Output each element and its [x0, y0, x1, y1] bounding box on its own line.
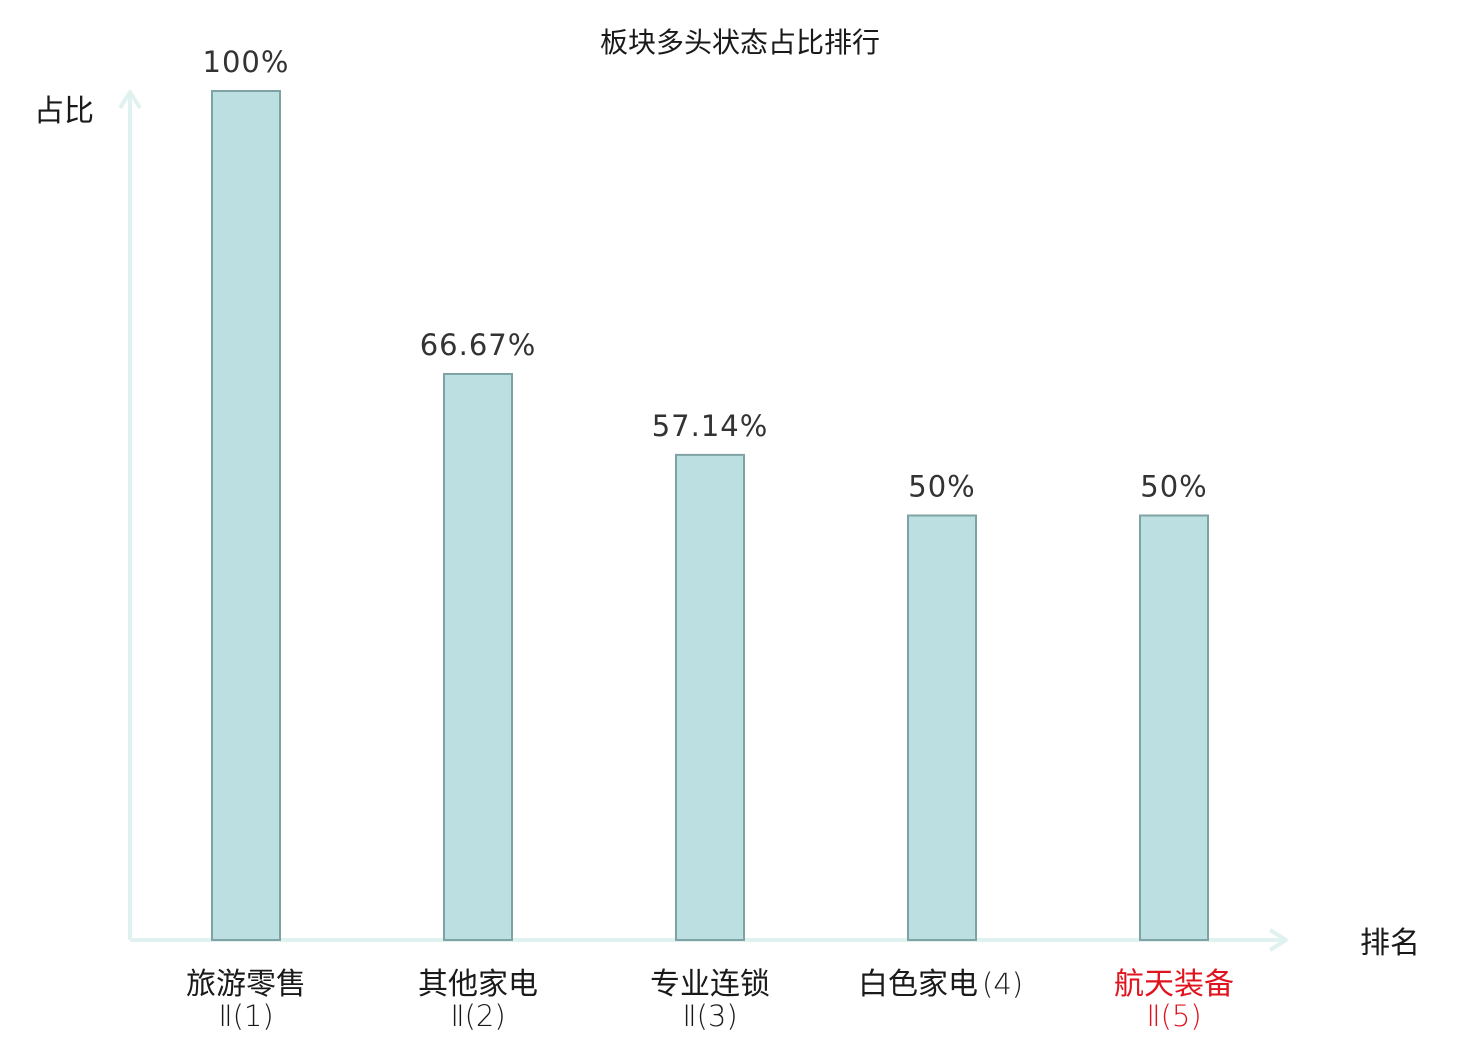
- value-label-1: 100%: [203, 45, 290, 79]
- bar-5: [1139, 514, 1209, 941]
- bar-4: [907, 514, 977, 941]
- category-label-5: 航天装备: [1114, 967, 1234, 1002]
- value-label-2: 66.67%: [420, 328, 537, 362]
- bars-group: [211, 90, 1209, 942]
- category-sublabel-2: Ⅱ(2): [450, 999, 505, 1033]
- category-sublabel-5: Ⅱ(5): [1146, 999, 1201, 1033]
- value-label-5: 50%: [1140, 470, 1207, 504]
- value-label-3: 57.14%: [652, 409, 769, 443]
- x-axis-arrow: [1268, 928, 1288, 952]
- value-label-4: 50%: [908, 470, 975, 504]
- chart-title: 板块多头状态占比排行: [600, 26, 880, 59]
- x-axis-label: 排名: [1360, 926, 1420, 961]
- y-axis-arrow: [118, 90, 142, 110]
- bar-3: [675, 453, 745, 941]
- category-label-4: 白色家电: [858, 967, 978, 1002]
- category-sublabel-1: Ⅱ(1): [218, 999, 273, 1033]
- bar-1: [211, 90, 281, 941]
- value-labels-group: 100% 66.67% 57.14% 50% 50%: [203, 45, 1207, 504]
- category-label-3: 专业连锁: [650, 967, 770, 1002]
- category-label-1: 旅游零售: [186, 967, 306, 1002]
- category-sublabel-4: (4): [982, 967, 1023, 1001]
- bar-2: [443, 372, 513, 942]
- category-label-2: 其他家电: [418, 967, 538, 1002]
- y-axis-label: 占比: [34, 94, 94, 129]
- category-sublabel-3: Ⅱ(3): [682, 999, 737, 1033]
